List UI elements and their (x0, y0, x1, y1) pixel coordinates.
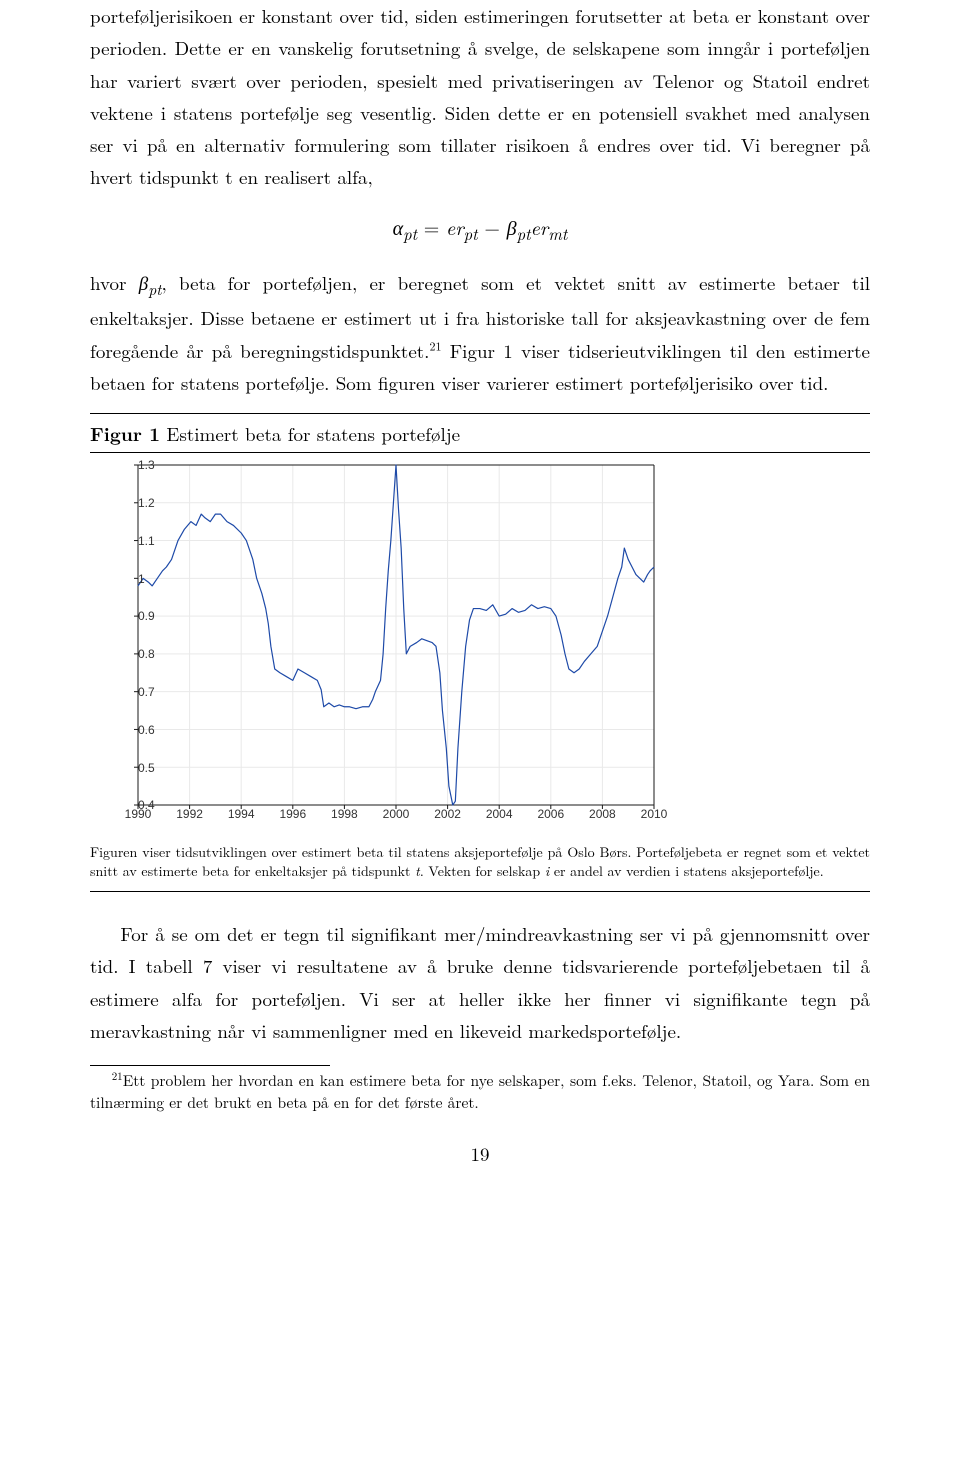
line-chart-svg (98, 459, 658, 829)
y-tick-label: 0.6 (138, 723, 142, 737)
x-tick-label: 2006 (537, 805, 564, 821)
page-number: 19 (90, 1140, 870, 1167)
footnote-21: 21Ett problem her hvordan en kan estimer… (90, 1069, 870, 1114)
figure-caption: Figuren viser tidsutviklingen over estim… (90, 837, 870, 892)
footnote-number: 21 (112, 1069, 123, 1084)
paragraph-2: hvor βpt, beta for porteføljen, er bereg… (90, 267, 870, 400)
figure-chart: 0.40.50.60.70.80.911.11.21.3199019921994… (98, 459, 658, 829)
y-tick-label: 0.9 (138, 609, 142, 623)
y-tick-label: 0.5 (138, 761, 142, 775)
figure-title: Estimert beta for statens portefølje (166, 420, 460, 447)
y-tick-label: 1.2 (138, 496, 142, 510)
x-tick-label: 1990 (125, 805, 152, 821)
x-tick-label: 1998 (331, 805, 358, 821)
x-tick-label: 1994 (228, 805, 255, 821)
y-tick-label: 1.1 (138, 534, 142, 548)
y-tick-label: 1.3 (138, 458, 142, 472)
x-tick-label: 1992 (176, 805, 203, 821)
footnote-text: Ett problem her hvordan en kan estimere … (90, 1071, 870, 1114)
paragraph-1: porteføljerisikoen er konstant over tid,… (90, 0, 870, 194)
y-tick-label: 1 (138, 572, 142, 586)
x-tick-label: 2008 (589, 805, 616, 821)
x-tick-label: 2002 (434, 805, 461, 821)
x-tick-label: 2000 (383, 805, 410, 821)
figure-label: Figur 1 (90, 419, 160, 447)
footnote-rule (90, 1065, 330, 1066)
x-tick-label: 2010 (641, 805, 668, 821)
x-tick-label: 2004 (486, 805, 513, 821)
paragraph-3: For å se om det er tegn til signifikant … (90, 918, 870, 1047)
y-tick-label: 0.7 (138, 685, 142, 699)
y-tick-label: 0.8 (138, 647, 142, 661)
equation-alpha: αpt = erpt − βptermt (90, 212, 870, 245)
x-tick-label: 1996 (279, 805, 306, 821)
figure-heading: Figur 1 Estimert beta for statens portef… (90, 413, 870, 453)
